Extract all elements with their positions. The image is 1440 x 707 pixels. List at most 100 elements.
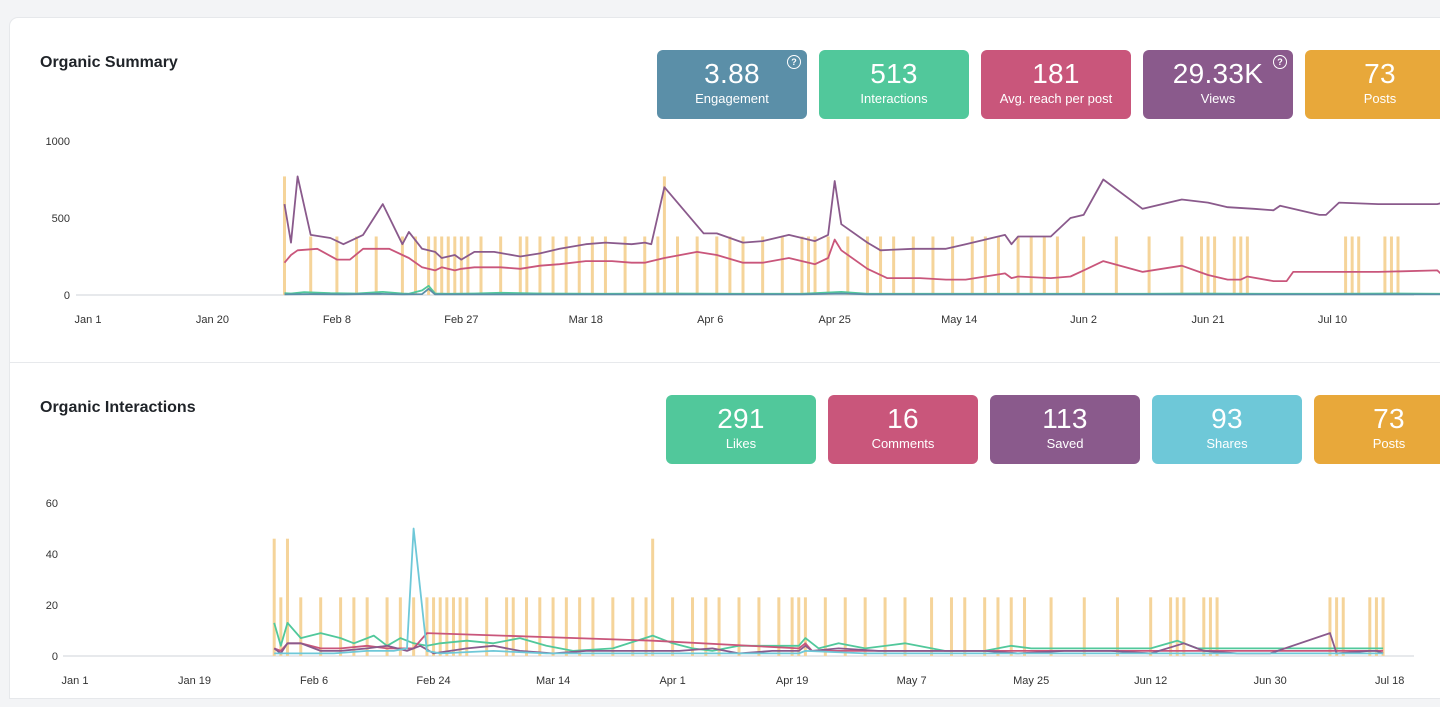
post-bar[interactable] — [465, 597, 468, 656]
post-bar[interactable] — [984, 236, 987, 295]
post-bar[interactable] — [366, 597, 369, 656]
post-bar[interactable] — [1375, 597, 1378, 656]
post-bar[interactable] — [1328, 597, 1331, 656]
post-bar[interactable] — [1010, 597, 1013, 656]
post-bar[interactable] — [375, 236, 378, 295]
post-bar[interactable] — [1213, 236, 1216, 295]
post-bar[interactable] — [355, 236, 358, 295]
post-bar[interactable] — [892, 236, 895, 295]
post-bar[interactable] — [578, 597, 581, 656]
post-bar[interactable] — [864, 597, 867, 656]
post-bar[interactable] — [1382, 597, 1385, 656]
post-bar[interactable] — [963, 597, 966, 656]
post-bar[interactable] — [728, 236, 731, 295]
post-bar[interactable] — [996, 597, 999, 656]
post-bar[interactable] — [807, 236, 810, 295]
post-bar[interactable] — [884, 597, 887, 656]
post-bar[interactable] — [466, 236, 469, 295]
post-bar[interactable] — [452, 597, 455, 656]
post-bar[interactable] — [447, 236, 450, 295]
post-bar[interactable] — [525, 236, 528, 295]
interactions-series-line[interactable] — [285, 286, 1440, 294]
post-bar[interactable] — [866, 236, 869, 295]
post-bar[interactable] — [335, 236, 338, 295]
post-bar[interactable] — [432, 597, 435, 656]
post-bar[interactable] — [718, 597, 721, 656]
post-bar[interactable] — [631, 597, 634, 656]
post-bar[interactable] — [453, 236, 456, 295]
post-bar[interactable] — [800, 236, 803, 295]
post-bar[interactable] — [651, 539, 654, 656]
post-bar[interactable] — [1176, 597, 1179, 656]
post-bar[interactable] — [1116, 597, 1119, 656]
post-bar[interactable] — [459, 597, 462, 656]
post-bar[interactable] — [445, 597, 448, 656]
post-bar[interactable] — [1383, 236, 1386, 295]
views-series-line[interactable] — [285, 176, 1440, 259]
post-bar[interactable] — [1209, 597, 1212, 656]
post-bar[interactable] — [538, 597, 541, 656]
post-bar[interactable] — [781, 236, 784, 295]
post-bar[interactable] — [814, 236, 817, 295]
engagement-series-line[interactable] — [285, 289, 1440, 295]
post-bar[interactable] — [279, 597, 282, 656]
help-icon[interactable]: ? — [1273, 55, 1287, 69]
post-bar[interactable] — [1246, 236, 1249, 295]
post-bar[interactable] — [434, 236, 437, 295]
reach-series-line[interactable] — [285, 240, 1440, 282]
post-bar[interactable] — [846, 236, 849, 295]
post-bar[interactable] — [286, 539, 289, 656]
post-bar[interactable] — [460, 236, 463, 295]
post-bar[interactable] — [645, 597, 648, 656]
post-bar[interactable] — [1357, 236, 1360, 295]
post-bar[interactable] — [565, 236, 568, 295]
post-bar[interactable] — [1056, 236, 1059, 295]
post-bar[interactable] — [414, 236, 417, 295]
post-bar[interactable] — [715, 236, 718, 295]
post-bar[interactable] — [1200, 236, 1203, 295]
post-bar[interactable] — [912, 236, 915, 295]
post-bar[interactable] — [552, 236, 555, 295]
post-bar[interactable] — [1030, 236, 1033, 295]
post-bar[interactable] — [309, 236, 312, 295]
post-bar[interactable] — [742, 236, 745, 295]
post-bar[interactable] — [1083, 597, 1086, 656]
post-bar[interactable] — [591, 597, 594, 656]
post-bar[interactable] — [879, 236, 882, 295]
post-bar[interactable] — [499, 236, 502, 295]
post-bar[interactable] — [1368, 597, 1371, 656]
post-bar[interactable] — [656, 236, 659, 295]
post-bar[interactable] — [1043, 236, 1046, 295]
post-bar[interactable] — [401, 236, 404, 295]
post-bar[interactable] — [273, 539, 276, 656]
post-bar[interactable] — [997, 236, 1000, 295]
post-bar[interactable] — [1202, 597, 1205, 656]
post-bar[interactable] — [283, 176, 286, 295]
post-bar[interactable] — [399, 597, 402, 656]
post-bar[interactable] — [1233, 236, 1236, 295]
post-bar[interactable] — [691, 597, 694, 656]
post-bar[interactable] — [704, 597, 707, 656]
post-bar[interactable] — [480, 236, 483, 295]
post-bar[interactable] — [844, 597, 847, 656]
post-bar[interactable] — [761, 236, 764, 295]
post-bar[interactable] — [1017, 236, 1020, 295]
post-bar[interactable] — [1397, 236, 1400, 295]
post-bar[interactable] — [643, 236, 646, 295]
post-bar[interactable] — [950, 597, 953, 656]
post-bar[interactable] — [904, 597, 907, 656]
post-bar[interactable] — [738, 597, 741, 656]
post-bar[interactable] — [439, 597, 442, 656]
post-bar[interactable] — [1216, 597, 1219, 656]
post-bar[interactable] — [525, 597, 528, 656]
post-bar[interactable] — [1082, 236, 1085, 295]
